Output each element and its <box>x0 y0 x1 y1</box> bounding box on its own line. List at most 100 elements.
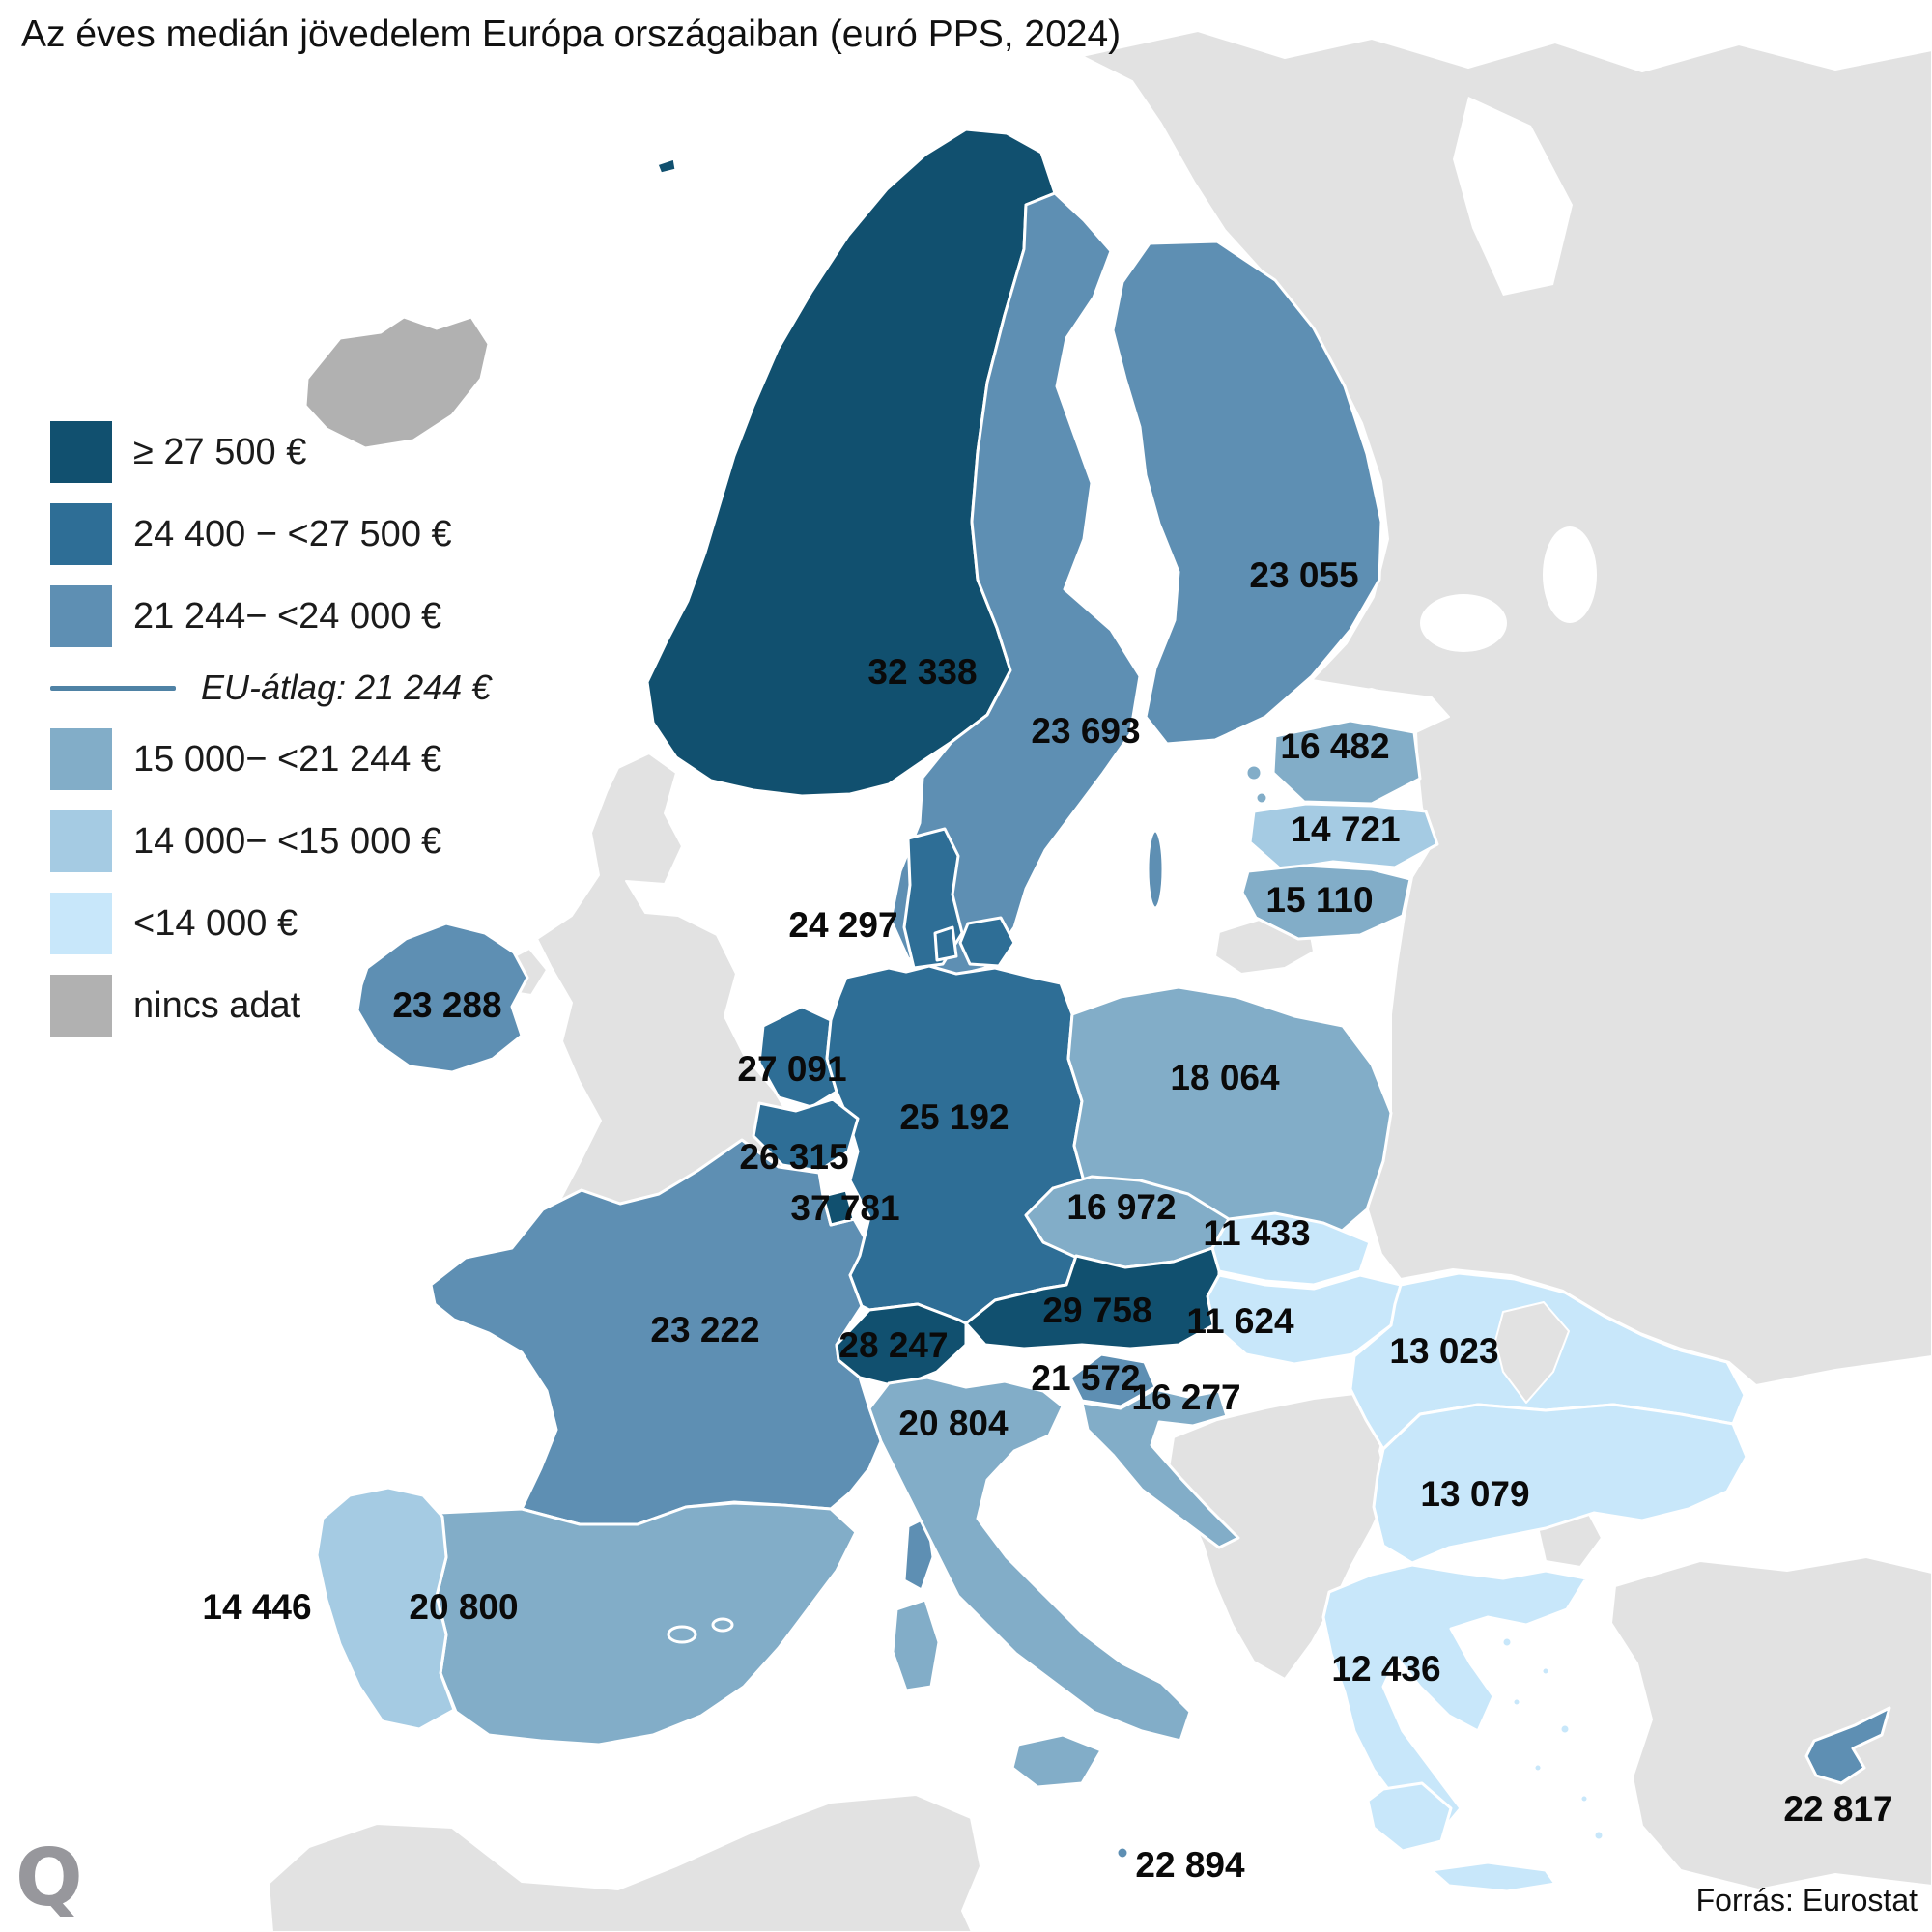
country-shape-austria <box>964 1246 1221 1350</box>
country-shape-greece <box>1321 1563 1588 1833</box>
legend-label-avg: EU-átlag: 21 244 € <box>201 668 492 707</box>
country-shape-saaremaa <box>1244 763 1264 782</box>
country-value-label-sweden: 23 693 <box>1031 711 1140 751</box>
eu-average-line <box>50 685 176 691</box>
country-value-label-spain: 20 800 <box>409 1587 518 1627</box>
country-shape-mallorca <box>667 1625 697 1644</box>
country-shape-cyprus <box>1804 1706 1891 1785</box>
country-shape-norway-islet <box>655 156 678 176</box>
country-value-label-slovakia: 11 433 <box>1203 1213 1310 1253</box>
country-shape-menorca <box>711 1617 734 1633</box>
country-value-label-slovenia: 21 572 <box>1031 1358 1140 1398</box>
country-value-label-bulgaria: 13 079 <box>1420 1474 1529 1514</box>
country-value-label-norway: 32 338 <box>867 652 977 692</box>
country-shape-iceland <box>303 315 491 450</box>
country-shape-portugal <box>315 1486 456 1731</box>
country-shape-germany <box>825 964 1088 1325</box>
region-north-africa <box>268 1794 981 1932</box>
country-value-labels: 32 338 23 693 23 055 16 482 14 721 15 110 24 2… <box>202 555 1892 1885</box>
country-value-label-hungary: 11 624 <box>1186 1301 1294 1341</box>
country-value-label-switzerland: 28 247 <box>838 1325 948 1365</box>
country-value-label-cyprus: 22 817 <box>1783 1789 1892 1829</box>
country-value-label-lithuania: 15 110 <box>1265 880 1373 920</box>
country-shape-aegean-island <box>1558 1722 1572 1736</box>
legend: ≥ 27 500 € 24 400 − <27 500 € 21 244− <24 … <box>50 421 491 1037</box>
country-shape-oland <box>1146 829 1165 910</box>
legend-label-b5: 14 000− <15 000 € <box>133 820 442 862</box>
country-shape-slovenia <box>1068 1352 1157 1408</box>
country-shape-ireland <box>355 922 529 1074</box>
country-value-label-austria: 29 758 <box>1042 1291 1151 1330</box>
lake-onega <box>1543 526 1597 623</box>
country-shape-aegean-island <box>1500 1635 1514 1649</box>
region-east-mainland <box>1081 30 1932 1386</box>
country-value-label-belgium: 26 315 <box>739 1137 848 1177</box>
country-shape-latvia <box>1248 802 1439 871</box>
country-shape-aegean-island <box>1578 1793 1590 1804</box>
legend-item-avg: EU-átlag: 21 244 € <box>50 668 491 708</box>
country-shape-aegean-island <box>1511 1696 1522 1708</box>
country-value-label-luxembourg: 37 781 <box>790 1188 899 1228</box>
country-value-label-france: 23 222 <box>650 1310 759 1350</box>
country-value-label-germany: 25 192 <box>899 1097 1009 1137</box>
country-shape-aegean-island <box>1532 1762 1544 1774</box>
country-value-label-italy: 20 804 <box>898 1404 1009 1443</box>
country-shape-croatia <box>1080 1387 1240 1549</box>
legend-item-b2: 24 400 − <27 500 € <box>50 503 491 565</box>
page-title: Az éves medián jövedelem Európa országai… <box>21 14 1122 55</box>
country-value-label-greece: 12 436 <box>1331 1649 1440 1689</box>
legend-swatch-b5 <box>50 810 112 872</box>
legend-item-b5: 14 000− <15 000 € <box>50 810 491 872</box>
legend-swatch-nodata <box>50 975 112 1037</box>
country-shape-denmark-zealand <box>958 916 1016 968</box>
country-shape-crete <box>1430 1861 1557 1893</box>
legend-item-nodata: nincs adat <box>50 975 491 1037</box>
country-shape-lithuania <box>1240 864 1412 941</box>
country-shape-belgium <box>752 1097 860 1173</box>
legend-label-b3: 21 244− <24 000 € <box>133 595 442 637</box>
country-value-label-croatia: 16 277 <box>1131 1378 1240 1417</box>
legend-swatch-b3 <box>50 585 112 647</box>
legend-label-b2: 24 400 − <27 500 € <box>133 513 452 554</box>
country-shape-switzerland <box>835 1302 968 1389</box>
legend-item-b4: 15 000− <21 244 € <box>50 728 491 790</box>
q-logo: Q <box>15 1833 83 1924</box>
country-shape-estonia <box>1271 719 1422 806</box>
legend-label-b6: <14 000 € <box>133 902 298 944</box>
country-value-label-estonia: 16 482 <box>1280 726 1389 766</box>
country-shape-denmark-funen <box>933 925 958 962</box>
white-sea <box>1453 97 1573 296</box>
legend-swatch-b4 <box>50 728 112 790</box>
country-value-label-latvia: 14 721 <box>1291 810 1400 849</box>
country-value-label-romania: 13 023 <box>1389 1331 1498 1371</box>
country-value-label-ireland: 23 288 <box>392 985 501 1025</box>
country-shape-hiiumaa <box>1254 790 1269 806</box>
legend-label-b4: 15 000− <21 244 € <box>133 738 442 780</box>
country-shape-sweden <box>889 191 1142 980</box>
country-shape-malta <box>1115 1845 1130 1861</box>
region-turkey <box>1610 1556 1932 1890</box>
legend-swatch-b6 <box>50 893 112 954</box>
legend-label-nodata: nincs adat <box>133 984 301 1026</box>
country-value-label-portugal: 14 446 <box>202 1587 311 1627</box>
country-value-label-czechia: 16 972 <box>1066 1187 1176 1227</box>
country-shape-peloponnese <box>1366 1781 1453 1853</box>
region-moldova <box>1494 1301 1570 1404</box>
country-shape-sicily <box>1010 1733 1103 1789</box>
country-shape-aegean-island <box>1540 1665 1551 1677</box>
legend-swatch-b1 <box>50 421 112 483</box>
country-value-label-poland: 18 064 <box>1170 1058 1280 1097</box>
legend-swatch-b2 <box>50 503 112 565</box>
country-value-label-denmark: 24 297 <box>788 905 897 945</box>
country-shape-finland <box>1111 240 1383 746</box>
country-value-label-netherlands: 27 091 <box>737 1049 846 1089</box>
region-western-balkans <box>1168 1392 1390 1680</box>
country-value-label-finland: 23 055 <box>1249 555 1358 595</box>
legend-item-b3: 21 244− <24 000 € <box>50 585 491 647</box>
country-shape-aegean-island <box>1592 1829 1605 1842</box>
country-shape-italy <box>867 1376 1192 1743</box>
source-credit: Forrás: Eurostat <box>1695 1883 1918 1918</box>
lake-ladoga <box>1420 594 1507 652</box>
